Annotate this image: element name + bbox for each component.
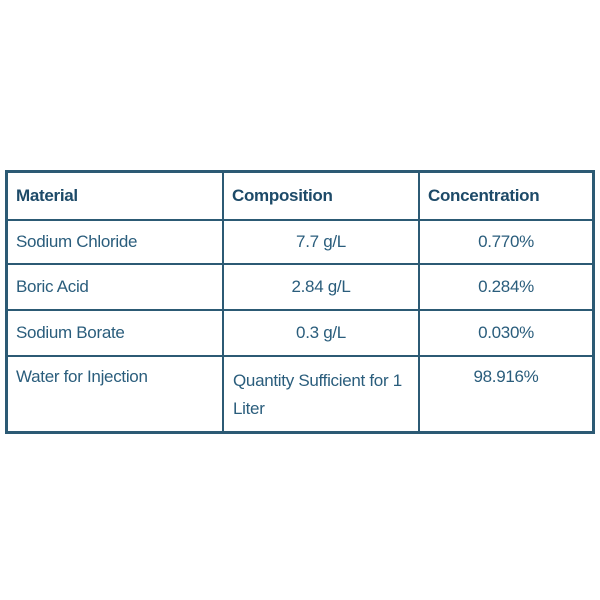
cell-material: Sodium Borate xyxy=(8,311,224,357)
cell-concentration: 0.770% xyxy=(420,221,592,265)
header-concentration: Concentration xyxy=(420,173,592,221)
header-composition: Composition xyxy=(224,173,420,221)
cell-composition: 0.3 g/L xyxy=(224,311,420,357)
cell-concentration: 0.284% xyxy=(420,265,592,311)
cell-material: Water for Injection xyxy=(8,357,224,431)
cell-concentration: 0.030% xyxy=(420,311,592,357)
cell-composition: 7.7 g/L xyxy=(224,221,420,265)
cell-concentration: 98.916% xyxy=(473,367,539,386)
cell-material: Boric Acid xyxy=(8,265,224,311)
cell-composition: 2.84 g/L xyxy=(224,265,420,311)
cell-material: Sodium Chloride xyxy=(8,221,224,265)
header-material: Material xyxy=(8,173,224,221)
cell-composition: Quantity Sufficient for 1 Liter xyxy=(224,357,420,431)
composition-table: Material Composition Concentration Sodiu… xyxy=(5,170,595,434)
